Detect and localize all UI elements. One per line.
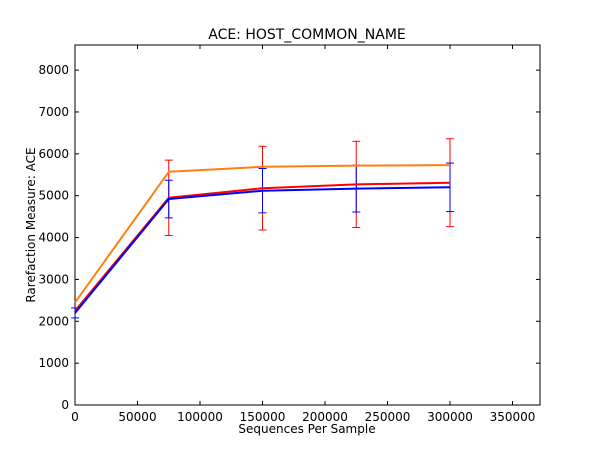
x-tick-label: 150000: [240, 410, 286, 424]
x-tick-label: 0: [71, 410, 79, 424]
y-tick-label: 7000: [38, 105, 69, 119]
x-tick-label: 100000: [177, 410, 223, 424]
y-axis-label: Rarefaction Measure: ACE: [24, 147, 38, 302]
x-tick-label: 300000: [427, 410, 473, 424]
chart-title: ACE: HOST_COMMON_NAME: [208, 27, 406, 43]
series-line: [74, 164, 451, 303]
y-tick-label: 2000: [38, 314, 69, 328]
y-tick-label: 4000: [38, 231, 69, 245]
x-tick-label: 250000: [365, 410, 411, 424]
y-tick-label: 0: [61, 398, 69, 412]
x-tick-label: 50000: [118, 410, 156, 424]
y-tick-label: 5000: [38, 189, 69, 203]
x-tick-label: 350000: [490, 410, 536, 424]
plot-frame: [74, 44, 541, 406]
series-line: [74, 186, 451, 314]
x-tick-label: 200000: [302, 410, 348, 424]
y-tick-label: 3000: [38, 272, 69, 286]
y-tick-label: 1000: [38, 356, 69, 370]
plot-area: 0 50000 100000 150000 200000 250000 300000 3500…: [38, 44, 541, 424]
y-tick-label: 8000: [38, 63, 69, 77]
y-tick-label: 6000: [38, 147, 69, 161]
x-axis-label: Sequences Per Sample: [238, 422, 375, 436]
